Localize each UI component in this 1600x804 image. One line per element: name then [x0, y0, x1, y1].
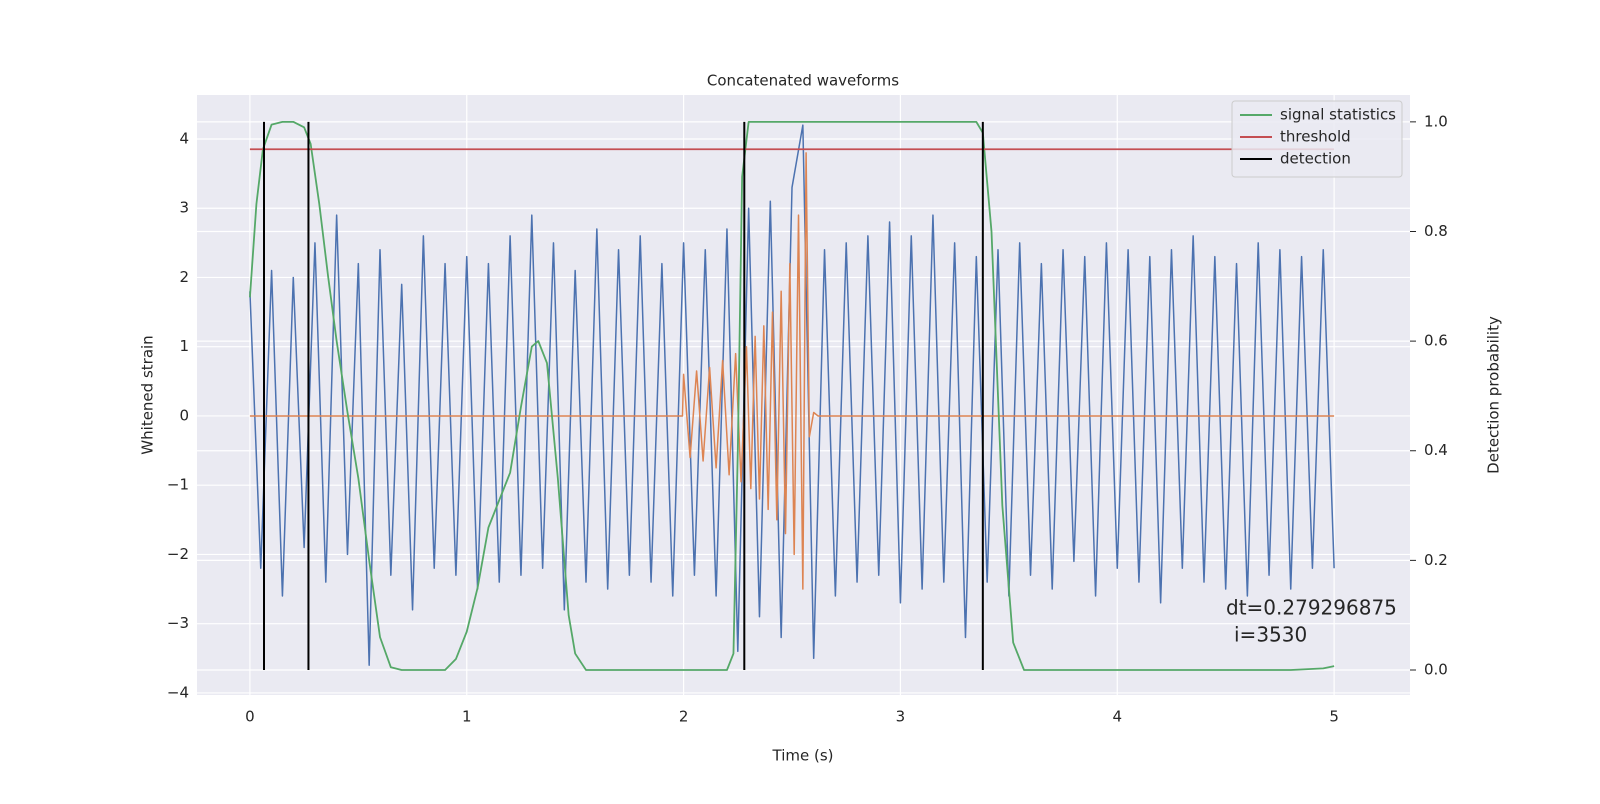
annotation: dt=0.279296875: [1226, 596, 1397, 620]
x-tick-label: 1: [462, 708, 472, 726]
y-tick-label: −2: [167, 545, 189, 563]
x-tick-label: 2: [679, 708, 689, 726]
plot-area: [197, 95, 1410, 695]
y-axis-label: Whitened strain: [139, 335, 157, 454]
y2-tick-label: 0.8: [1424, 222, 1448, 240]
y-tick-label: 4: [179, 129, 189, 147]
x-tick-label: 4: [1112, 708, 1122, 726]
legend: signal statistics threshold detection: [1231, 100, 1403, 178]
series-line: [249, 124, 1335, 666]
y2-tick-label: 0.4: [1424, 441, 1448, 459]
annotation: i=3530: [1234, 623, 1307, 647]
y2-tick-label: 0.0: [1424, 661, 1448, 679]
y-tick-label: −4: [167, 683, 189, 701]
legend-label: detection: [1280, 150, 1351, 168]
series-line: [249, 152, 1335, 590]
y2-tick-label: 0.6: [1424, 332, 1448, 350]
legend-label: threshold: [1280, 128, 1351, 146]
y2-tick-label: 0.2: [1424, 551, 1448, 569]
series-line: [249, 120, 1335, 671]
x-tick-label: 5: [1329, 708, 1339, 726]
x-tick-label: 0: [245, 708, 255, 726]
y-tick-label: 1: [179, 337, 189, 355]
y-tick-label: −1: [167, 476, 189, 494]
legend-label: signal statistics: [1280, 106, 1396, 124]
y-tick-label: 3: [179, 199, 189, 217]
y-tick-label: 0: [179, 406, 189, 424]
y2-axis-label: Detection probability: [1485, 316, 1503, 474]
legend-box: [1231, 100, 1403, 178]
chart-title: Concatenated waveforms: [707, 72, 899, 90]
y-tick-label: −3: [167, 614, 189, 632]
x-axis-label: Time (s): [772, 747, 834, 765]
y2-tick-label: 1.0: [1424, 112, 1448, 130]
x-tick-label: 3: [896, 708, 906, 726]
y-tick-label: 2: [179, 268, 189, 286]
